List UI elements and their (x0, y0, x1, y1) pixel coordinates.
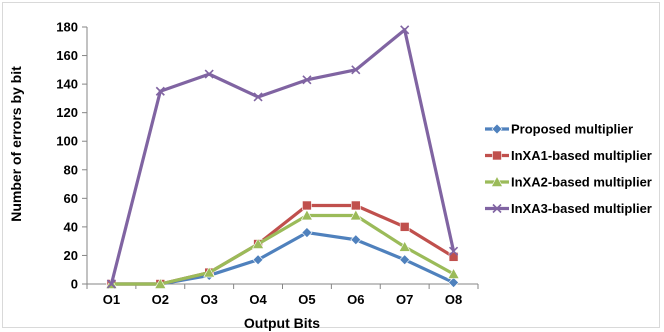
legend-item: InXA1-based multiplier (485, 148, 652, 163)
legend-label: InXA3-based multiplier (511, 201, 652, 216)
y-axis: 0 20 40 60 80 100 120 140 160 180 (56, 20, 88, 292)
x-tick-label: O6 (347, 292, 364, 307)
data-point (399, 222, 410, 232)
data-point (204, 69, 214, 79)
legend-item: InXA2-based multiplier (485, 175, 652, 190)
data-point (448, 252, 459, 262)
series-4 (106, 25, 459, 289)
legend: Proposed multiplier InXA1-based multiplie… (485, 122, 652, 216)
x-tick-label: O1 (103, 292, 120, 307)
data-point (203, 266, 216, 278)
y-tick-label: 180 (56, 20, 78, 35)
data-point (351, 200, 361, 211)
data-point (398, 240, 411, 252)
legend-marker (492, 150, 502, 161)
data-point (301, 227, 313, 239)
x-tick-label: O4 (249, 292, 267, 307)
data-point (106, 279, 117, 289)
y-tick-label: 60 (64, 191, 78, 206)
x-tick-label: O8 (445, 292, 462, 307)
y-axis-title: Number of errors by bit (8, 66, 24, 222)
legend-item: Proposed multiplier (485, 122, 633, 137)
data-point (448, 246, 459, 256)
data-point (448, 277, 459, 288)
data-point (302, 75, 312, 85)
x-axis: O1 O2 O3 O4 O5 O6 O7 O8 (86, 283, 479, 307)
data-point (300, 209, 313, 221)
data-point (399, 254, 411, 266)
legend-label: InXA1-based multiplier (511, 148, 652, 163)
x-axis-title: Output Bits (244, 315, 320, 331)
y-tick-label: 120 (56, 105, 78, 120)
data-point (447, 267, 460, 279)
series-3 (105, 209, 460, 289)
y-tick-label: 40 (64, 219, 78, 234)
legend-label: Proposed multiplier (511, 122, 633, 137)
x-tick-label: O5 (298, 292, 315, 307)
data-point (349, 209, 362, 221)
x-tick-label: O7 (396, 292, 413, 307)
y-tick-label: 80 (64, 162, 78, 177)
y-tick-label: 20 (64, 248, 78, 263)
chart-frame (2, 2, 660, 328)
x-tick-label: O2 (152, 292, 169, 307)
data-point (154, 277, 167, 289)
data-point (350, 234, 362, 246)
series-line (111, 213, 455, 286)
legend-label: InXA2-based multiplier (511, 175, 652, 190)
legend-marker (492, 203, 502, 214)
y-tick-label: 0 (71, 277, 78, 292)
y-tick-label: 140 (56, 77, 78, 92)
legend-marker (491, 123, 503, 135)
data-point (252, 237, 265, 249)
data-point (252, 254, 264, 266)
series-line (109, 28, 456, 285)
series-layer (105, 25, 460, 290)
x-tick-label: O3 (201, 292, 218, 307)
y-tick-label: 100 (56, 134, 78, 149)
data-point (155, 86, 165, 96)
data-point (400, 25, 410, 35)
legend-marker (490, 175, 504, 187)
legend-item: InXA3-based multiplier (485, 201, 652, 216)
data-point (253, 92, 263, 102)
data-point (351, 65, 361, 75)
data-point (302, 200, 312, 211)
y-tick-label: 160 (56, 48, 78, 63)
